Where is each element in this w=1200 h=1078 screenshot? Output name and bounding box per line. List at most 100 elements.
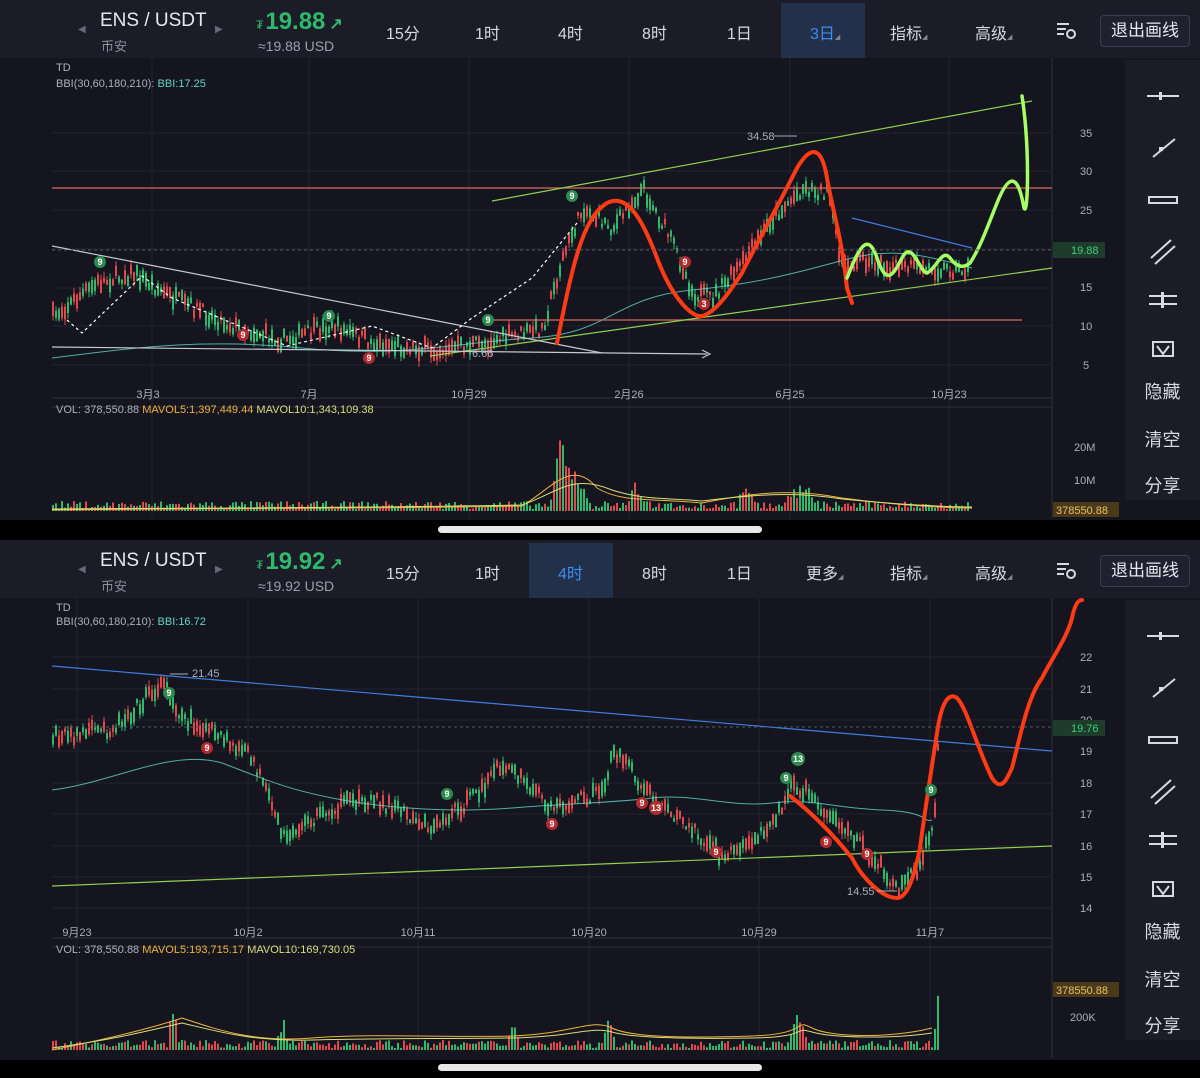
td-marker-red bbox=[649, 801, 663, 815]
volume-bar bbox=[742, 1040, 744, 1050]
parallel-channel-icon[interactable] bbox=[1143, 238, 1183, 266]
mavol5-label: MAVOL5:193,715.17 bbox=[142, 944, 245, 956]
multi-point-icon[interactable] bbox=[1143, 187, 1183, 215]
volume-bar bbox=[766, 508, 768, 511]
volume-bar bbox=[559, 440, 561, 511]
usd-price: ≈19.92 USD bbox=[258, 578, 335, 594]
share-button[interactable]: 分享 bbox=[1144, 476, 1181, 496]
timeframe-1h[interactable]: 1时 bbox=[475, 26, 500, 43]
pair-title[interactable]: ENS / USDT bbox=[100, 550, 207, 571]
candlestick-chart-3d[interactable]: 9 9 9 9 9 9 9 3 34.58 6.66 35 30 25 15 1… bbox=[52, 58, 1122, 520]
volume-bar bbox=[613, 1036, 615, 1050]
volume-bar bbox=[154, 503, 156, 511]
volume-bar bbox=[145, 1040, 147, 1050]
volume-bar bbox=[886, 1047, 888, 1050]
volume-bar bbox=[142, 1041, 144, 1050]
candlestick-chart-4h[interactable]: 9 9 13 9 9 9 9 9 13 9 9 9 21.45 14.55 22… bbox=[52, 598, 1122, 1060]
volume-bar bbox=[898, 503, 900, 511]
draw-brush-icon[interactable] bbox=[1143, 878, 1183, 906]
prev-pair-icon[interactable]: ◀ bbox=[78, 24, 86, 35]
advanced-menu[interactable]: 高级◢ bbox=[975, 26, 1013, 43]
volume-bar bbox=[655, 506, 657, 511]
horizontal-line-icon[interactable] bbox=[1143, 622, 1183, 650]
volume-bar bbox=[364, 1044, 366, 1050]
volume-bar bbox=[646, 1042, 648, 1050]
volume-bar bbox=[820, 1041, 822, 1050]
parallel-channel-icon[interactable] bbox=[1143, 778, 1183, 806]
exit-drawing-button[interactable]: 退出画线 bbox=[1100, 15, 1190, 47]
volume-bar bbox=[682, 1043, 684, 1050]
volume-bar bbox=[595, 506, 597, 511]
volume-bar bbox=[241, 502, 243, 511]
volume-bar bbox=[832, 507, 834, 511]
volume-bar bbox=[193, 1044, 195, 1050]
volume-bar bbox=[799, 485, 801, 511]
volume-bar bbox=[502, 1045, 504, 1050]
hide-button[interactable]: 隐藏 bbox=[1144, 922, 1181, 942]
volume-bar bbox=[532, 1045, 534, 1050]
td-marker-label: 9 bbox=[204, 743, 209, 753]
volume-bar bbox=[583, 1041, 585, 1050]
indicators-menu[interactable]: 指标◢ bbox=[890, 566, 928, 583]
timeframe-3d[interactable]: 3日◢ bbox=[810, 26, 841, 43]
volume-bar bbox=[361, 501, 363, 511]
volume-bar bbox=[919, 1047, 921, 1050]
volume-bar bbox=[268, 1043, 270, 1050]
volume-bar bbox=[688, 1047, 690, 1050]
volume-bar bbox=[529, 1043, 531, 1050]
volume-bar bbox=[838, 1043, 840, 1050]
more-menu[interactable]: 更多◢ bbox=[806, 566, 844, 583]
hide-button[interactable]: 隐藏 bbox=[1144, 382, 1181, 402]
volume-bar bbox=[661, 1043, 663, 1050]
timeframe-1d[interactable]: 1日 bbox=[727, 26, 752, 43]
share-button[interactable]: 分享 bbox=[1144, 1016, 1181, 1036]
drawing-sidebar: 隐藏 清空 分享 bbox=[1125, 600, 1200, 1040]
chart-settings-icon[interactable] bbox=[1056, 560, 1076, 580]
timeframe-15m[interactable]: 15分 bbox=[386, 26, 420, 43]
volume-bar bbox=[793, 489, 795, 511]
volume-bar bbox=[385, 1041, 387, 1050]
volume-bar bbox=[913, 1043, 915, 1050]
volume-bar bbox=[916, 1041, 918, 1050]
pair-title[interactable]: ENS / USDT bbox=[100, 10, 207, 31]
timeframe-8h[interactable]: 8时 bbox=[642, 26, 667, 43]
volume-bar bbox=[178, 503, 180, 511]
date-tick: 9月23 bbox=[62, 927, 91, 939]
timeframe-1d[interactable]: 1日 bbox=[727, 566, 752, 583]
multi-point-icon[interactable] bbox=[1143, 727, 1183, 755]
prev-pair-icon[interactable]: ◀ bbox=[78, 564, 86, 575]
timeframe-4h[interactable]: 4时 bbox=[558, 566, 583, 583]
timeframe-1h[interactable]: 1时 bbox=[475, 566, 500, 583]
date-tick: 6月25 bbox=[775, 389, 804, 401]
fib-icon[interactable] bbox=[1143, 828, 1183, 856]
clear-button[interactable]: 清空 bbox=[1144, 430, 1181, 450]
ray-line-icon[interactable] bbox=[1143, 675, 1183, 703]
advanced-menu[interactable]: 高级◢ bbox=[975, 566, 1013, 583]
timeframe-4h[interactable]: 4时 bbox=[558, 26, 583, 43]
td-marker-label: 9 bbox=[823, 837, 828, 847]
volume-bar bbox=[268, 501, 270, 511]
volume-bar bbox=[724, 1042, 726, 1050]
volume-bar bbox=[136, 1044, 138, 1050]
exit-drawing-button[interactable]: 退出画线 bbox=[1100, 555, 1190, 587]
ray-line-icon[interactable] bbox=[1143, 135, 1183, 163]
volume-bar bbox=[577, 484, 579, 511]
volume-bar bbox=[394, 1047, 396, 1050]
timeframe-8h[interactable]: 8时 bbox=[642, 566, 667, 583]
pair-dropdown-icon[interactable]: ▶ bbox=[215, 564, 223, 575]
timeframe-15m[interactable]: 15分 bbox=[386, 566, 420, 583]
pair-dropdown-icon[interactable]: ▶ bbox=[215, 24, 223, 35]
volume-bar bbox=[580, 488, 582, 511]
drawing-sidebar: 隐藏 清空 分享 bbox=[1125, 60, 1200, 500]
chart-settings-icon[interactable] bbox=[1056, 20, 1076, 40]
td-marker-label: 9 bbox=[639, 798, 644, 808]
indicators-menu[interactable]: 指标◢ bbox=[890, 26, 928, 43]
clear-button[interactable]: 清空 bbox=[1144, 970, 1181, 990]
volume-bar bbox=[304, 508, 306, 511]
volume-bar bbox=[328, 508, 330, 511]
fib-icon[interactable] bbox=[1143, 288, 1183, 316]
draw-brush-icon[interactable] bbox=[1143, 338, 1183, 366]
horizontal-line-icon[interactable] bbox=[1143, 82, 1183, 110]
volume-bar bbox=[265, 502, 267, 511]
mavol10-line bbox=[52, 482, 973, 510]
